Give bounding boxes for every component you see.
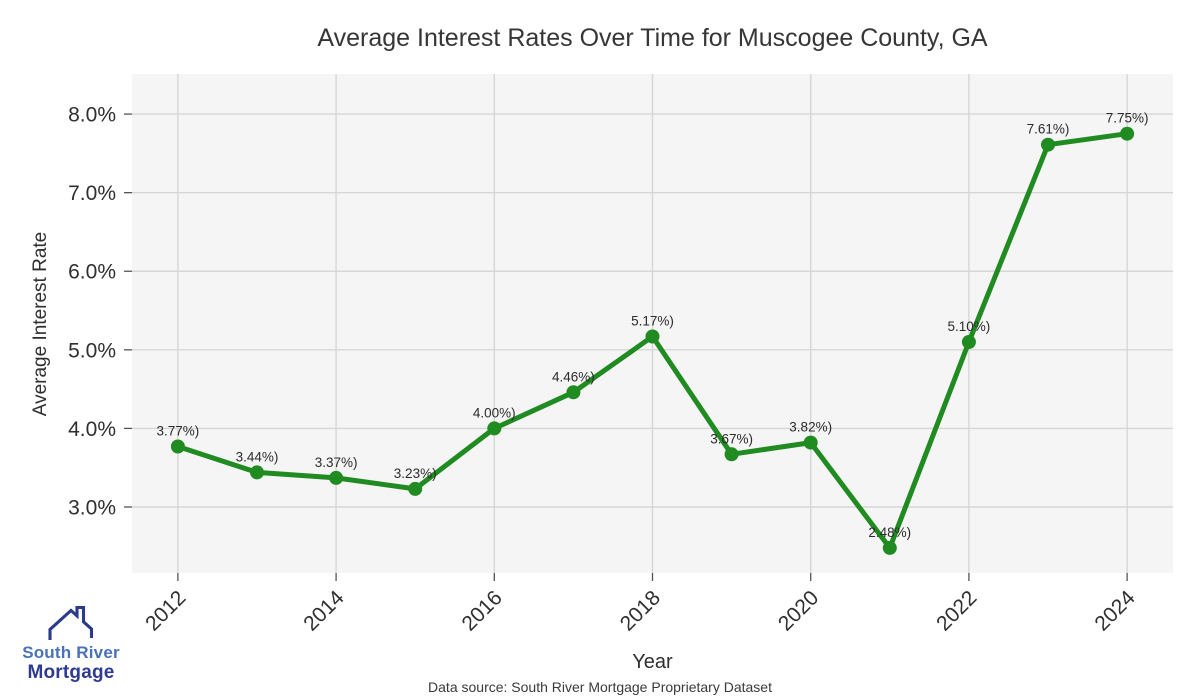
- logo-text-south-river: South River: [22, 643, 120, 662]
- data-point: [961, 335, 976, 349]
- data-point: [329, 470, 344, 485]
- y-tick-label: 4.0%: [68, 418, 116, 441]
- data-point-label: 7.75%): [1106, 111, 1149, 126]
- data-point: [1120, 126, 1135, 141]
- x-tick-label: 2024: [1090, 586, 1140, 636]
- y-tick-label: 5.0%: [68, 339, 116, 362]
- data-point-label: 3.23%): [394, 466, 437, 481]
- data-point-label: 4.00%): [473, 405, 516, 420]
- y-tick-label: 8.0%: [68, 104, 116, 127]
- x-tick-label: 2016: [458, 586, 507, 635]
- data-point: [882, 540, 897, 555]
- x-tick-label: 2014: [299, 586, 349, 636]
- data-point-label: 5.17%): [631, 314, 674, 329]
- data-point-label: 5.10%): [948, 319, 991, 334]
- data-point-label: 7.61%): [1027, 122, 1070, 137]
- data-point: [724, 447, 739, 462]
- data-point: [250, 465, 264, 480]
- house-roof-icon: [48, 606, 94, 640]
- data-point: [566, 385, 581, 400]
- data-point: [645, 329, 660, 344]
- data-point-label: 2.48%): [868, 525, 911, 540]
- data-point: [170, 439, 185, 454]
- x-axis-title: Year: [632, 651, 673, 673]
- logo-text-mortgage: Mortgage: [27, 661, 115, 683]
- data-point-label: 3.77%): [157, 424, 200, 439]
- data-point-label: 3.67%): [710, 431, 753, 446]
- y-tick-label: 7.0%: [68, 182, 116, 205]
- y-tick-label: 6.0%: [68, 261, 116, 284]
- chart-title: Average Interest Rates Over Time for Mus…: [317, 24, 988, 52]
- data-point-label: 3.37%): [315, 455, 358, 470]
- data-point: [803, 435, 818, 450]
- south-river-mortgage-logo: South River Mortgage: [16, 606, 126, 684]
- x-tick-label: 2022: [932, 586, 981, 635]
- x-tick-label: 2020: [774, 586, 823, 635]
- x-tick-label: 2018: [616, 586, 665, 635]
- y-tick-label: 3.0%: [68, 496, 116, 519]
- data-point: [487, 421, 502, 436]
- data-point: [408, 481, 423, 496]
- data-point: [1041, 137, 1055, 152]
- data-point-label: 3.44%): [236, 449, 279, 464]
- data-point-label: 4.46%): [552, 369, 595, 384]
- x-tick-label: 2012: [141, 586, 190, 635]
- data-source-note: Data source: South River Mortgage Propri…: [428, 679, 772, 695]
- data-point-label: 3.82%): [789, 420, 832, 435]
